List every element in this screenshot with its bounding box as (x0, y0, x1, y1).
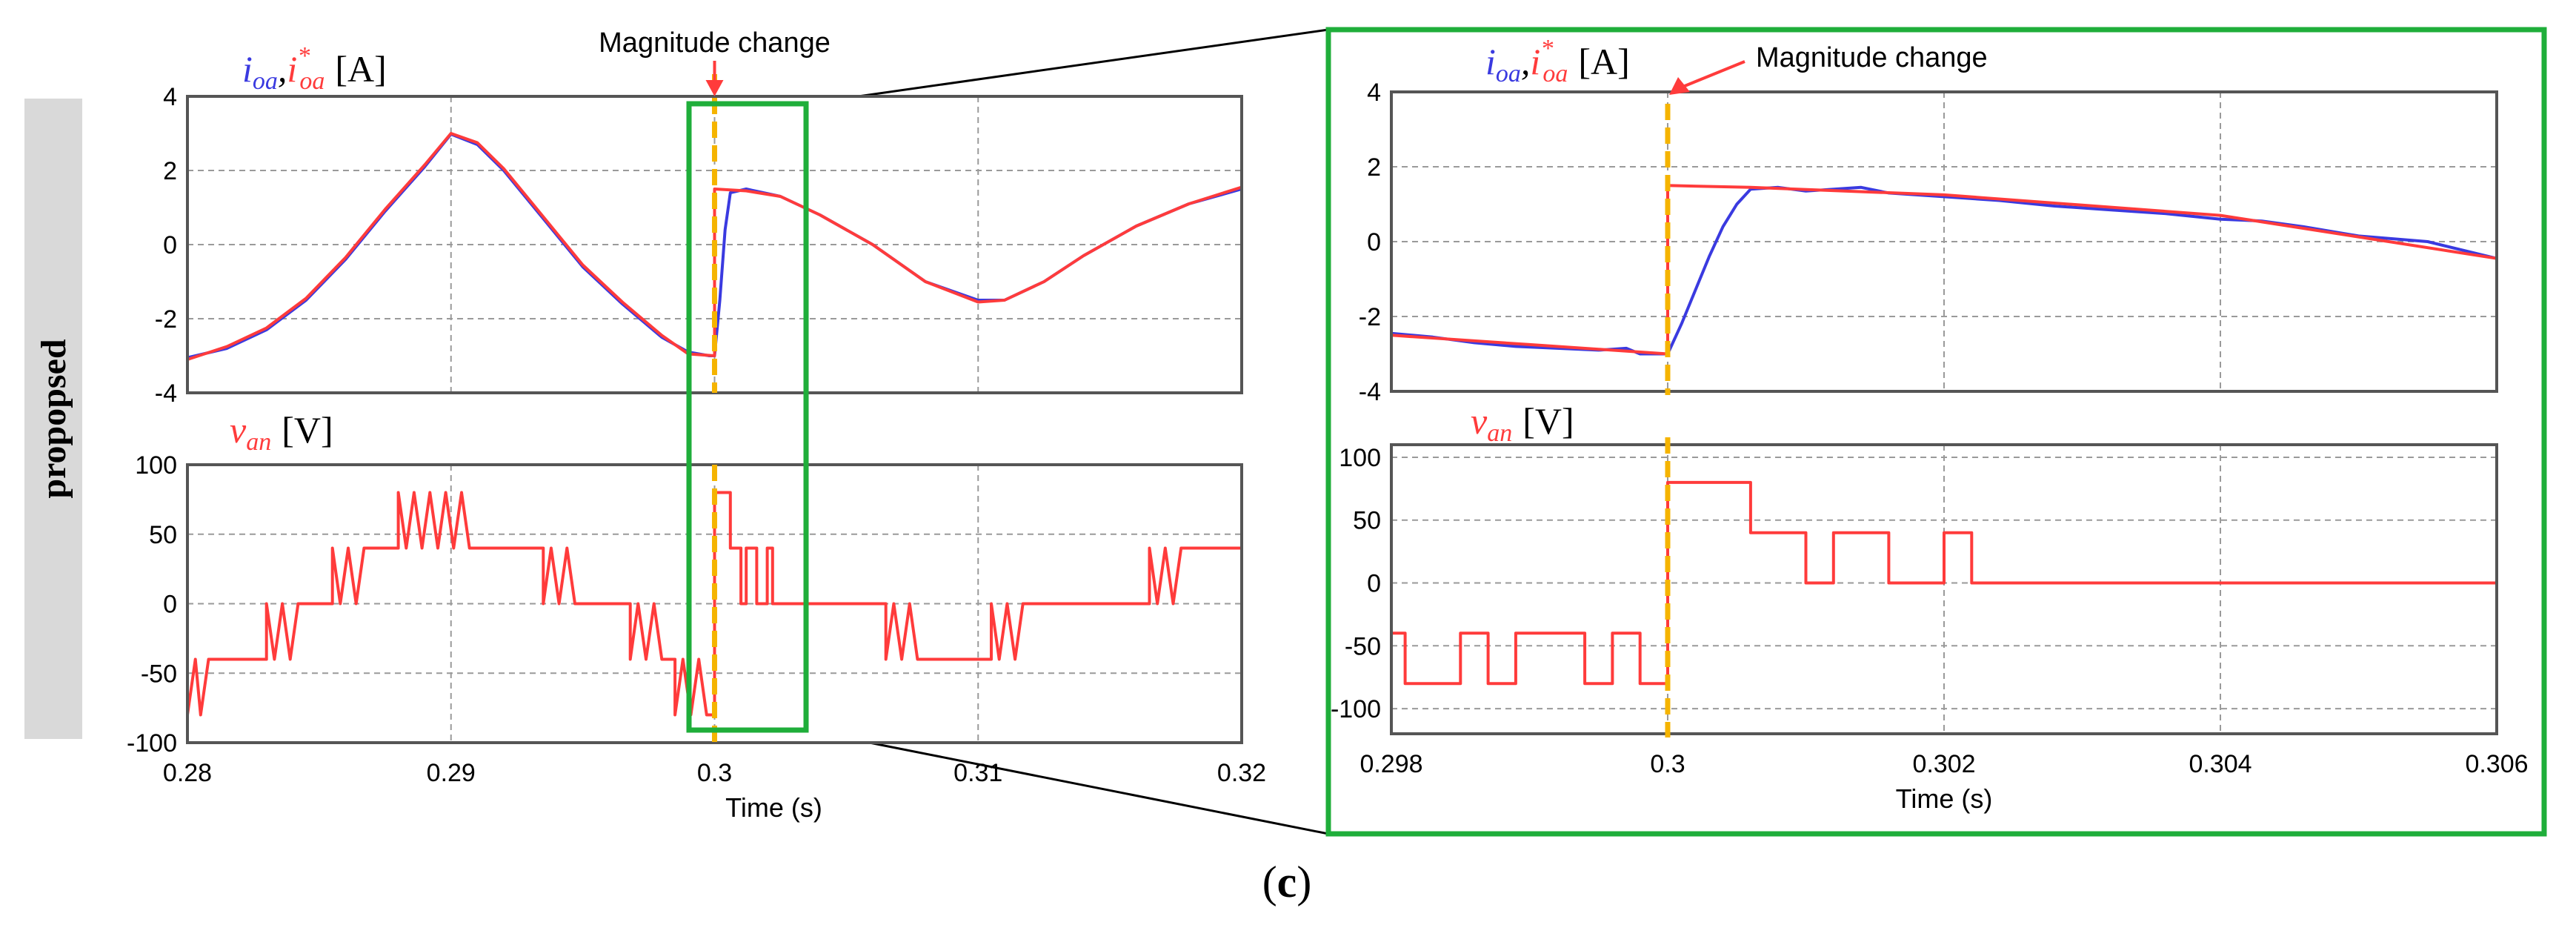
sym-i-measured: i (242, 48, 253, 90)
chart-right-voltage: 100 50 0 -50 -100 0.298 0.3 0.302 0.304 0.306 Time… (1331, 437, 2529, 814)
y-tick-label: -100 (1331, 695, 1381, 723)
y-tick-label: 100 (135, 451, 177, 480)
y-tick-label: 0 (163, 231, 177, 259)
y-tick-label: 4 (1367, 79, 1381, 107)
y-tick-label: -50 (1345, 632, 1381, 660)
y-tick-label: -2 (155, 305, 177, 334)
y-tick-label: 4 (163, 83, 177, 111)
right-voltage-label: van [V] (1471, 400, 1574, 447)
svg-text:ioa,i*oa[A]: ioa,i* oa [A] (242, 42, 387, 95)
y-tick-label: -4 (1359, 378, 1381, 406)
plot-frame (1390, 90, 2498, 393)
annotation-text: Magnitude change (1756, 42, 1988, 73)
x-axis-title: Time (s) (1896, 783, 1993, 814)
x-tick-label: 0.3 (1650, 750, 1685, 778)
figure-caption: (c) (1262, 858, 1312, 906)
x-tick-label: 0.3 (697, 759, 732, 787)
y-tick-label: 2 (163, 157, 177, 185)
y-tick-label: 50 (149, 521, 177, 549)
chart-left-current: 4 2 0 -2 -4 Magnitude change (155, 27, 1243, 408)
row-label: propopsed (34, 339, 73, 499)
plot-frame (1390, 443, 2498, 735)
row-label-band (24, 99, 82, 739)
y-tick-label: -4 (155, 379, 177, 408)
series-line-1 (1391, 184, 2497, 356)
y-tick-label: 0 (1367, 570, 1381, 598)
x-tick-label: 0.302 (1912, 750, 1975, 778)
left-voltage-label: van [V] (230, 409, 333, 456)
y-tick-label: 2 (1367, 153, 1381, 182)
x-tick-label: 0.306 (2465, 750, 2528, 778)
y-tick-label: -50 (141, 660, 177, 688)
chart-right-current: 4 2 0 -2 -4 Magnitude change (1359, 42, 2498, 406)
right-current-label: ioa,i* oa [A] (1485, 35, 1630, 87)
y-tick-label: -100 (127, 729, 177, 757)
zoom-region-box (686, 101, 809, 733)
annotation-arrow-head (705, 80, 724, 96)
zoom-connector-bottom (805, 729, 1329, 835)
x-tick-label: 0.32 (1217, 759, 1266, 787)
zoom-panel-frame (1325, 27, 2547, 837)
series-line-0 (186, 491, 1242, 717)
x-tick-label: 0.298 (1359, 750, 1422, 778)
x-tick-label: 0.304 (2189, 750, 2251, 778)
x-axis-title: Time (s) (725, 792, 822, 823)
y-tick-label: 100 (1339, 444, 1381, 472)
x-tick-label: 0.28 (163, 759, 212, 787)
zoom-connector-top (805, 28, 1329, 105)
y-tick-label: 0 (1367, 228, 1381, 256)
annotation-arrow-head (1669, 77, 1690, 95)
annotation-text: Magnitude change (599, 27, 831, 59)
left-current-label: ioa,i* oa [A] (242, 42, 387, 95)
y-tick-label: 50 (1353, 507, 1381, 535)
annotation-arrow (1680, 60, 1745, 89)
y-tick-label: 0 (163, 591, 177, 619)
x-tick-label: 0.29 (427, 759, 476, 787)
y-tick-label: -2 (1359, 303, 1381, 331)
svg-text:van[V]: van [V] (1471, 400, 1574, 447)
svg-text:van[V]: van [V] (230, 409, 333, 456)
series-line-0 (1391, 480, 2497, 686)
x-tick-label: 0.31 (953, 759, 1002, 787)
svg-text:ioa,i*oa[A]: ioa,i* oa [A] (1485, 35, 1630, 87)
